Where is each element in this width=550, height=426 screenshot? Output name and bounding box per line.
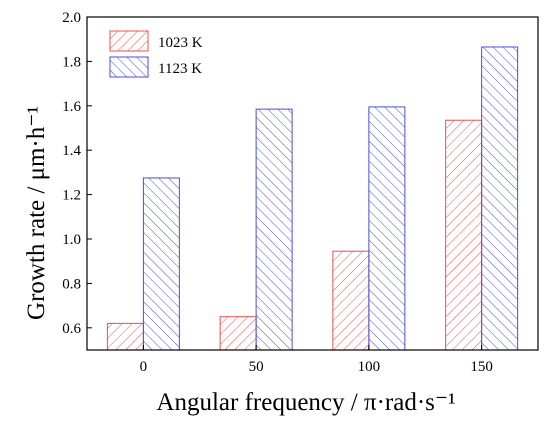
bar-series1-150 (445, 119, 483, 351)
y-tick-label: 1.6 (62, 99, 81, 115)
bar-series1-0 (106, 322, 144, 351)
bar-series2-50 (255, 108, 293, 351)
x-tick-label: 50 (249, 359, 264, 375)
y-tick-label: 2.0 (62, 10, 81, 26)
y-tick-label: 1.2 (62, 188, 81, 204)
bar-series1-100 (332, 250, 370, 351)
x-tick-label: 0 (140, 359, 148, 375)
y-tick-label: 1.4 (62, 143, 81, 159)
bar-series2-0 (142, 177, 180, 351)
y-tick-label: 1.0 (62, 232, 81, 248)
bar-series2-100 (368, 106, 406, 351)
bar-series2-150 (481, 46, 519, 351)
bar-series1-50 (219, 316, 257, 351)
x-axis-title: Angular frequency / π·rad·s⁻¹ (156, 389, 455, 416)
x-tick-label: 100 (358, 359, 381, 375)
y-tick-label: 1.8 (62, 54, 81, 70)
y-tick-label: 0.6 (62, 321, 81, 337)
axes: 0.6 0.8 1.0 1.2 1.4 1.6 1.8 2.0 0 50 100 150 (62, 10, 539, 375)
plot-frame (86, 16, 539, 351)
legend: 1023 K 1123 K (109, 30, 203, 78)
y-axis-title: Growth rate / μm·h⁻¹ (23, 106, 50, 320)
x-tick-label: 150 (470, 359, 493, 375)
y-tick-label: 0.8 (62, 276, 81, 292)
bars (106, 46, 519, 351)
legend-label: 1023 K (158, 35, 203, 51)
legend-swatch (109, 56, 149, 78)
legend-label: 1123 K (158, 61, 202, 77)
legend-swatch (109, 30, 149, 52)
